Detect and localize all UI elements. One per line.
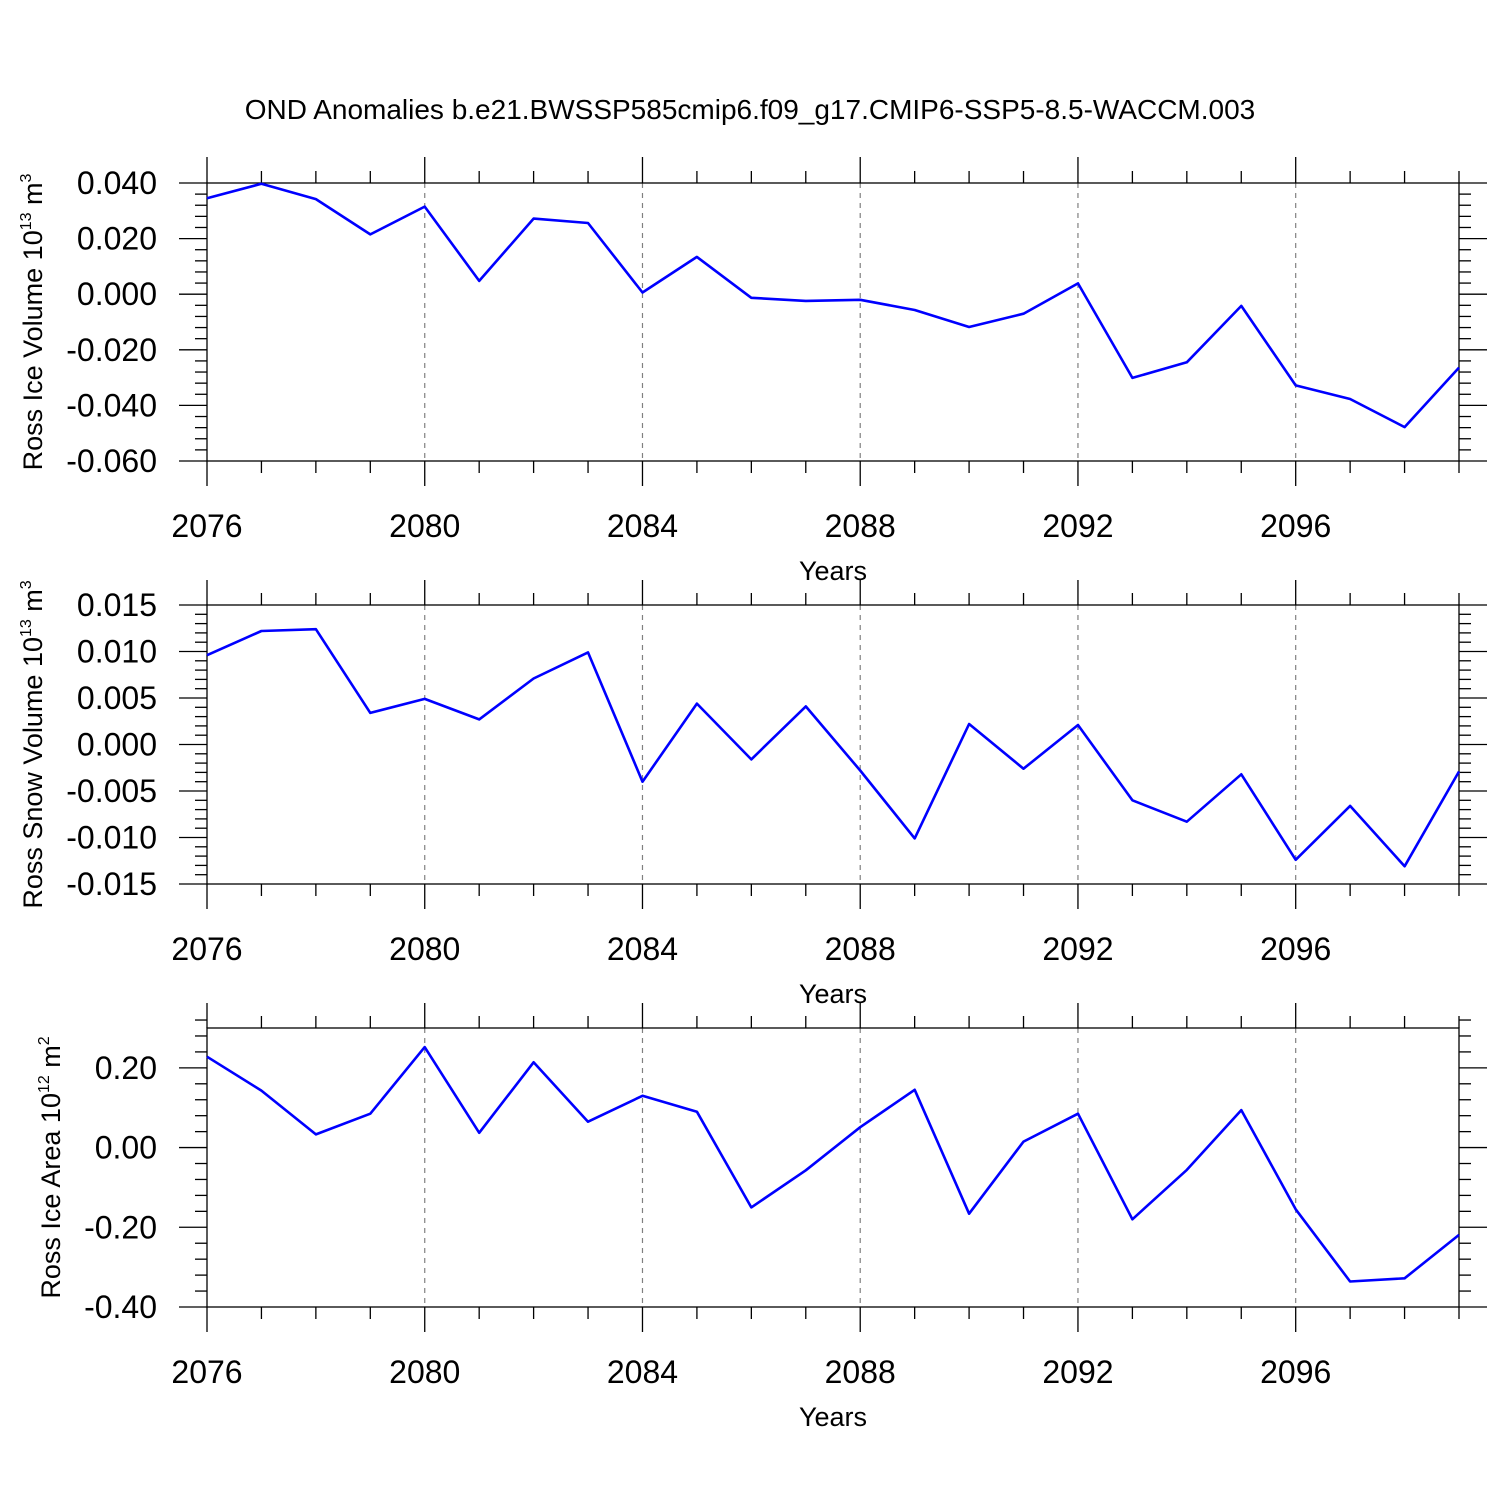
panel-ytick-labels: -0.40 -0.20 0.00 0.20 [84,1050,157,1325]
y-tick-label: 0.040 [77,165,157,201]
panel-xtick-labels: 2076 2080 2084 2088 2092 2096 [171,508,1331,544]
y-tick-label: -0.020 [66,332,157,368]
y-tick-label: 0.010 [77,634,157,670]
panel-ytick-labels: -0.015 -0.010 -0.005 0.000 0.005 0.010 0.015 [66,587,157,902]
x-axis-label: Years [799,556,867,586]
y-label-unit-exponent: 2 [36,1036,53,1045]
x-tick-label: 2088 [825,931,896,967]
y-label-exponent: 13 [18,619,35,637]
y-label-unit-exponent: 3 [18,173,35,182]
y-tick-label: 0.000 [77,727,157,763]
x-tick-label: 2088 [825,508,896,544]
panel-grid [424,605,1297,884]
y-tick-label: 0.000 [77,276,157,312]
panel-ytick-labels: -0.060 -0.040 -0.020 0.000 0.020 0.040 [66,165,157,479]
x-tick-label: 2096 [1260,931,1331,967]
y-tick-label: 0.20 [95,1050,157,1086]
x-tick-label: 2076 [171,931,242,967]
x-tick-label: 2096 [1260,508,1331,544]
x-tick-label: 2080 [389,1354,460,1390]
panel-ticks [179,157,1487,486]
y-label-text: Ross Ice Area 10 [36,1093,66,1299]
y-tick-label: -0.010 [66,820,157,856]
y-label-exponent: 13 [18,212,35,230]
y-tick-label: 0.015 [77,587,157,623]
y-label-unit: m [18,589,48,619]
y-label-exponent: 12 [36,1075,53,1093]
y-label-unit-exponent: 3 [18,580,35,589]
panel-grid [424,183,1297,461]
x-tick-label: 2084 [607,931,678,967]
x-axis-label: Years [799,1402,867,1432]
y-label-text: Ross Snow Volume 10 [18,637,48,909]
x-tick-label: 2084 [607,1354,678,1390]
x-tick-label: 2084 [607,508,678,544]
y-axis-label: Ross Snow Volume 1013 m3 [18,580,48,908]
panel-ice-area: -0.40-0.200.000.20 2076 2080 2084 2088 2092 2… [36,1003,1487,1432]
x-tick-label: 2080 [389,931,460,967]
panel-ticks [179,1003,1487,1332]
series-line [206,1045,1460,1283]
y-tick-label: 0.020 [77,221,157,257]
x-tick-label: 2092 [1042,508,1113,544]
y-tick-label: -0.015 [66,866,157,902]
plot-frame [206,1027,1460,1308]
figure-title: OND Anomalies b.e21.BWSSP585cmip6.f09_g1… [245,94,1256,125]
x-axis-label: Years [799,979,867,1009]
series-line [206,627,1461,868]
y-tick-label: 0.005 [77,680,157,716]
y-tick-label: -0.005 [66,773,157,809]
x-tick-label: 2088 [825,1354,896,1390]
y-tick-label: -0.060 [66,443,157,479]
x-tick-label: 2076 [171,1354,242,1390]
panel-xtick-labels: 2076 2080 2084 2088 2092 2096 [171,1354,1331,1390]
y-label-unit: m [18,182,48,212]
series-line [206,182,1460,429]
x-tick-label: 2092 [1042,931,1113,967]
plot-frame [206,182,1460,462]
y-tick-label: -0.40 [84,1289,157,1325]
y-label-unit: m [36,1045,66,1075]
y-label-text: Ross Ice Volume 10 [18,230,48,470]
y-axis-label: Ross Ice Volume 1013 m3 [18,173,48,470]
panel-ticks [179,580,1487,909]
y-axis-label: Ross Ice Area 1012 m2 [36,1036,66,1298]
panel-grid [424,1028,1297,1307]
y-tick-label: -0.040 [66,387,157,423]
y-tick-label: -0.20 [84,1209,157,1245]
x-tick-label: 2076 [171,508,242,544]
x-tick-label: 2096 [1260,1354,1331,1390]
panel-snow-volume: -0.015 -0.010 -0.005 0.000 0.005 0.010 0.015 2… [18,580,1487,1009]
panel-xtick-labels: 2076 2080 2084 2088 2092 2096 [171,931,1331,967]
x-tick-label: 2092 [1042,1354,1113,1390]
x-tick-label: 2080 [389,508,460,544]
y-tick-label: 0.00 [95,1130,157,1166]
